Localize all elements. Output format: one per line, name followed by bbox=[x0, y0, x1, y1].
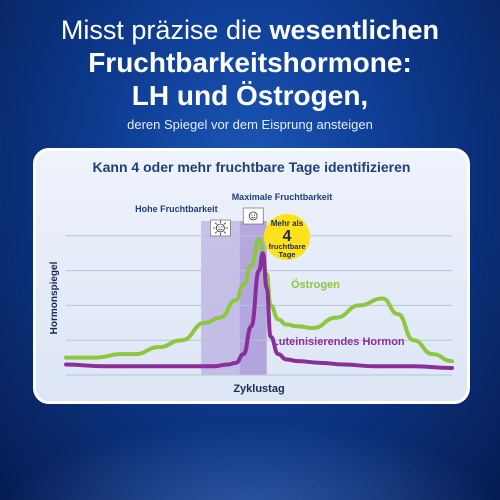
headline-line-1: Misst präzise die wesentlichen bbox=[0, 14, 500, 46]
badge-line-2: fruchtbare bbox=[268, 242, 305, 251]
smiley-face-sunburst-icon bbox=[210, 219, 231, 237]
phase-label-max: Maximale Fruchtbarkeit bbox=[232, 192, 333, 202]
badge-line-1: Mehr als bbox=[271, 219, 304, 228]
phase-band-1 bbox=[201, 221, 240, 375]
y-axis-label: Hormonspiegel bbox=[49, 261, 60, 334]
headline: Misst präzise die wesentlichen Fruchtbar… bbox=[0, 14, 500, 134]
fertile-days-badge bbox=[264, 214, 310, 260]
hormone-chart: Hohe Fruchtbarkeit Maximale Fruchtbarkeit… bbox=[49, 192, 454, 395]
chart-title: Kann 4 oder mehr fruchtbare Tage identif… bbox=[92, 159, 411, 175]
lh-line bbox=[64, 251, 454, 371]
phase-label-high: Hohe Fruchtbarkeit bbox=[135, 204, 218, 214]
headline-line-3: LH und Östrogen, bbox=[131, 80, 369, 111]
smiley-face-icon bbox=[242, 207, 264, 225]
x-axis-label: Zyklustag bbox=[233, 383, 284, 395]
headline-light-text: Misst präzise die bbox=[60, 15, 270, 45]
series-label-lh: Luteinisierendes Hormon bbox=[272, 336, 405, 348]
badge-line-3: Tage bbox=[279, 250, 296, 259]
headline-subtitle: deren Spiegel vor dem Eisprung ansteigen bbox=[127, 117, 373, 132]
headline-line-2: Fruchtbarkeitshormone: bbox=[88, 47, 412, 78]
badge-number: 4 bbox=[283, 228, 292, 245]
series-label-estrogen: Östrogen bbox=[291, 278, 340, 291]
headline-bold-text: wesentlichen bbox=[269, 15, 440, 45]
chart-card: Kann 4 oder mehr fruchtbare Tage identif… bbox=[33, 148, 470, 404]
bottom-glow bbox=[0, 420, 500, 500]
